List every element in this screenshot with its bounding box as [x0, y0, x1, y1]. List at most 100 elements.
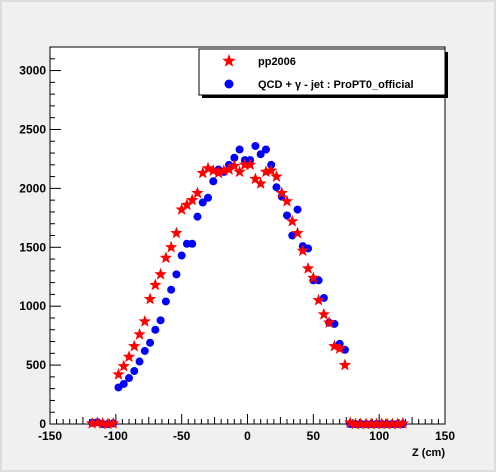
- data-point-pp2006: [101, 417, 115, 430]
- data-point-pp2006: [212, 166, 225, 179]
- data-point-qcd: [156, 316, 165, 325]
- axes: -150 -100 -50 0 50 100 15005001000150020002500…: [19, 58, 455, 443]
- data-point-pp2006: [338, 358, 352, 371]
- data-point-qcd: [272, 183, 281, 192]
- data-point-pp2006: [270, 170, 283, 182]
- data-point-qcd: [230, 153, 239, 162]
- data-point-pp2006: [354, 417, 367, 430]
- data-point-pp2006: [122, 350, 136, 363]
- data-point-qcd: [135, 357, 144, 366]
- data-point-pp2006: [186, 193, 199, 206]
- y-tick-label: 0: [39, 417, 46, 431]
- data-point-pp2006: [112, 368, 125, 380]
- data-point-qcd: [251, 141, 260, 150]
- data-point-pp2006: [175, 203, 188, 215]
- data-point-pp2006: [254, 177, 267, 189]
- data-point-pp2006: [233, 165, 246, 178]
- data-point-pp2006: [328, 339, 341, 352]
- data-point-pp2006: [138, 315, 151, 327]
- data-point-pp2006: [365, 417, 378, 430]
- legend-marker-pp2006: [222, 54, 236, 67]
- x-axis-label: Z (cm): [412, 447, 445, 459]
- data-point-pp2006: [133, 327, 146, 340]
- y-tick-label: 2500: [19, 122, 46, 136]
- legend-label-pp2006: pp2006: [258, 56, 296, 68]
- data-point-pp2006: [375, 417, 388, 430]
- data-point-qcd: [293, 205, 302, 214]
- data-point-pp2006: [307, 271, 320, 284]
- data-point-pp2006: [286, 214, 299, 227]
- legend-box: [198, 48, 446, 96]
- data-point-qcd: [151, 325, 160, 334]
- data-point-pp2006: [322, 316, 336, 328]
- data-point-pp2006: [207, 164, 220, 176]
- data-point-pp2006: [149, 278, 162, 291]
- data-point-pp2006: [201, 161, 215, 174]
- data-point-qcd: [283, 211, 291, 220]
- data-point-pp2006: [180, 198, 194, 211]
- y-tick-label: 500: [26, 358, 46, 372]
- legend-marker-qcd: [224, 79, 234, 89]
- data-point-qcd: [261, 145, 270, 154]
- legend: pp2006 QCD + γ - jet : ProPT0_official: [198, 48, 448, 98]
- data-point-pp2006: [228, 159, 241, 172]
- data-point-pp2006: [143, 292, 157, 305]
- data-point-qcd: [172, 270, 181, 279]
- data-point-qcd: [204, 193, 212, 202]
- y-tick-label: 2000: [19, 181, 46, 195]
- data-point-qcd: [161, 297, 170, 306]
- data-point-qcd: [140, 346, 149, 355]
- data-point-pp2006: [296, 244, 309, 257]
- data-point-qcd: [119, 379, 128, 388]
- data-point-pp2006: [359, 417, 373, 430]
- data-point-qcd: [177, 251, 186, 260]
- data-point-pp2006: [117, 359, 130, 372]
- data-point-pp2006: [275, 186, 288, 199]
- y-tick-label: 1500: [19, 240, 46, 254]
- data-point-qcd: [193, 212, 202, 221]
- data-point-pp2006: [370, 417, 383, 430]
- data-point-pp2006: [291, 226, 304, 239]
- data-point-pp2006: [243, 158, 257, 171]
- data-point-pp2006: [333, 342, 346, 354]
- data-point-pp2006: [154, 267, 167, 280]
- x-tick-label: -100: [104, 429, 128, 443]
- data-point-pp2006: [217, 164, 230, 176]
- data-point-qcd: [198, 198, 207, 207]
- plot-area: [49, 46, 446, 425]
- data-point-pp2006: [396, 416, 410, 429]
- data-point-qcd: [146, 338, 155, 347]
- data-point-qcd: [125, 374, 133, 383]
- data-point-pp2006: [391, 417, 404, 430]
- data-point-pp2006: [170, 226, 183, 239]
- data-point-pp2006: [164, 240, 178, 253]
- data-point-pp2006: [96, 416, 109, 429]
- data-point-pp2006: [386, 417, 399, 430]
- data-point-pp2006: [259, 165, 273, 178]
- x-tick-label: 100: [369, 429, 389, 443]
- data-point-pp2006: [238, 158, 252, 171]
- x-tick-label: 150: [435, 429, 455, 443]
- data-point-qcd: [256, 150, 265, 159]
- x-tick-label: 50: [307, 429, 321, 443]
- data-point-pp2006: [222, 163, 236, 175]
- data-point-pp2006: [85, 416, 99, 429]
- data-point-pp2006: [312, 293, 325, 306]
- x-tick-label: 0: [244, 429, 251, 443]
- data-point-pp2006: [380, 417, 394, 430]
- legend-label-qcd: QCD + γ - jet : ProPT0_official: [258, 79, 414, 91]
- data-point-qcd: [167, 285, 176, 294]
- data-point-pp2006: [128, 339, 141, 352]
- legend-marks: [222, 54, 236, 89]
- data-point-pp2006: [91, 416, 104, 429]
- data-point-pp2006: [107, 416, 120, 429]
- data-marks: [85, 141, 410, 430]
- data-point-pp2006: [301, 261, 315, 274]
- data-point-pp2006: [159, 251, 173, 264]
- data-point-pp2006: [196, 166, 209, 179]
- data-point-pp2006: [249, 172, 262, 185]
- x-tick-label: -150: [38, 429, 62, 443]
- data-point-pp2006: [349, 417, 362, 430]
